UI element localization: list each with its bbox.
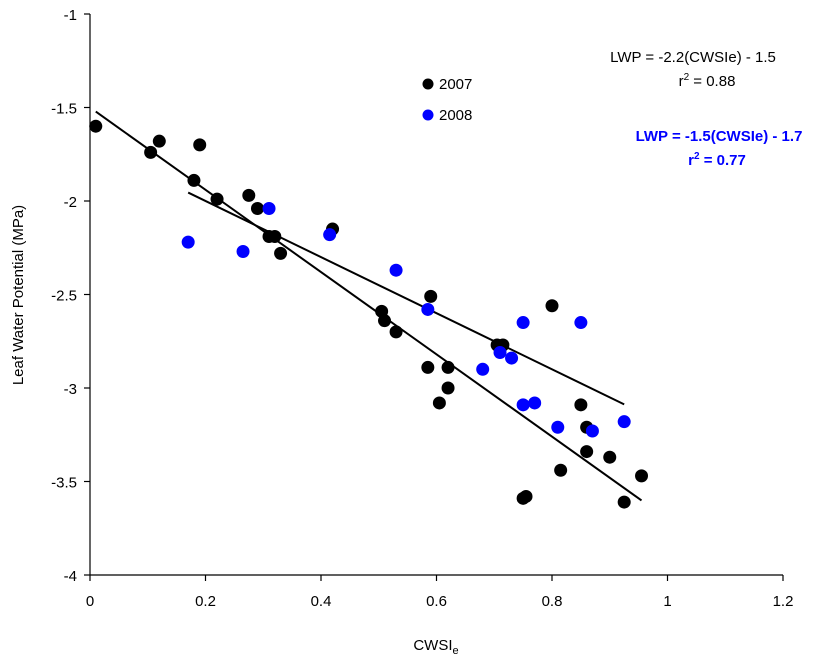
x-tick-label: 0 — [86, 593, 94, 610]
point-2008 — [574, 316, 588, 330]
point-2007 — [519, 489, 533, 503]
point-2007 — [389, 325, 403, 339]
point-2007 — [545, 299, 559, 313]
y-axis-ticks: -1 -1.5 -2 -2.5 -3 -3.5 -4 — [51, 7, 90, 585]
equation-2008: LWP = -1.5(CWSIe) - 1.7 — [636, 128, 803, 145]
point-2007 — [441, 381, 455, 395]
point-2007 — [187, 173, 201, 187]
point-2007 — [554, 463, 568, 477]
point-2007 — [421, 360, 435, 374]
x-axis-title: CWSIe — [413, 637, 458, 657]
y-tick-label: -1 — [64, 7, 77, 24]
legend: 2007 2008 — [422, 76, 472, 124]
point-2008 — [516, 316, 530, 330]
r-squared-2008: r2 = 0.77 — [688, 151, 746, 169]
legend-label-2008: 2008 — [439, 107, 472, 124]
point-2008 — [528, 396, 542, 410]
equation-2007: LWP = -2.2(CWSIe) - 1.5 — [610, 49, 776, 66]
point-2008 — [389, 263, 403, 277]
point-2007 — [89, 119, 103, 133]
x-tick-label: 0.6 — [426, 593, 447, 610]
point-2008 — [516, 398, 530, 412]
point-2007 — [210, 192, 224, 206]
point-2008 — [323, 228, 337, 242]
point-2008 — [421, 302, 435, 316]
x-tick-label: 0.4 — [311, 593, 332, 610]
point-2008 — [262, 201, 276, 215]
x-tick-label: 0.8 — [542, 593, 563, 610]
point-2007 — [580, 445, 594, 459]
point-2007 — [242, 188, 256, 202]
y-tick-label: -2.5 — [51, 288, 77, 305]
fit-line-2007 — [95, 110, 643, 502]
legend-marker-2007 — [422, 78, 434, 90]
x-tick-label: 1 — [663, 593, 671, 610]
point-2007 — [617, 495, 631, 509]
y-tick-label: -4 — [64, 568, 77, 585]
point-2008 — [181, 235, 195, 249]
point-2007 — [268, 230, 282, 244]
point-2008 — [236, 244, 250, 258]
regression-lines — [95, 110, 643, 502]
y-tick-label: -2 — [64, 194, 77, 211]
point-2007 — [635, 469, 649, 483]
point-2007 — [250, 201, 264, 215]
x-axis-ticks: 0 0.2 0.4 0.6 0.8 1 1.2 — [86, 575, 794, 610]
point-2007 — [424, 289, 438, 303]
point-2008 — [617, 415, 631, 429]
point-2007 — [144, 145, 158, 159]
fit-line-2008 — [187, 191, 625, 406]
point-2007 — [152, 134, 166, 148]
point-2007 — [432, 396, 446, 410]
legend-label-2007: 2007 — [439, 76, 472, 93]
legend-marker-2008 — [422, 109, 434, 121]
point-2008 — [493, 345, 507, 359]
x-tick-label: 1.2 — [773, 593, 794, 610]
point-2007 — [274, 246, 288, 260]
r-squared-2007: r2 = 0.88 — [679, 72, 736, 90]
x-tick-label: 0.2 — [195, 593, 216, 610]
y-axis-title: Leaf Water Potential (MPa) — [10, 205, 27, 385]
point-2008 — [476, 362, 490, 376]
plot-area: 0 0.2 0.4 0.6 0.8 1 1.2 -1 -1.5 -2 -2.5 -3 -3.5 -4 — [51, 7, 793, 610]
point-2007 — [441, 360, 455, 374]
point-2008 — [585, 424, 599, 438]
annotations: LWP = -2.2(CWSIe) - 1.5 r2 = 0.88 LWP = … — [610, 49, 802, 169]
point-2007 — [574, 398, 588, 412]
data-points — [89, 119, 649, 509]
y-tick-label: -3.5 — [51, 475, 77, 492]
y-tick-label: -1.5 — [51, 101, 77, 118]
point-2007 — [193, 138, 207, 152]
point-2007 — [603, 450, 617, 464]
point-2008 — [505, 351, 519, 365]
point-2007 — [378, 314, 392, 328]
point-2008 — [551, 420, 565, 434]
y-tick-label: -3 — [64, 381, 77, 398]
